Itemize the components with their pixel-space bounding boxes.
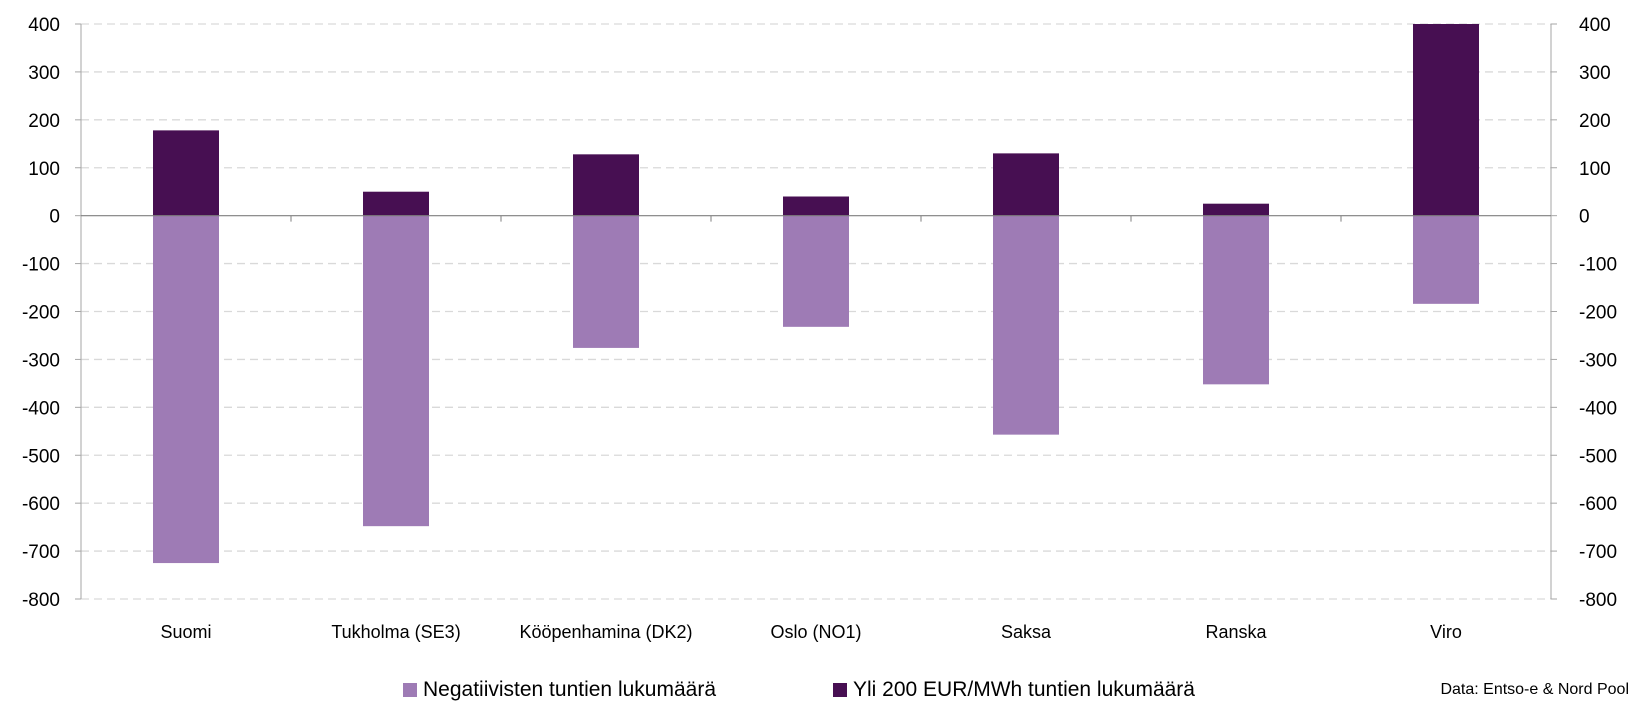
y-tick-label-left: 0 (49, 207, 60, 228)
bar-negative-hours (1203, 215, 1269, 385)
x-category-label: Saksa (1001, 622, 1052, 642)
y-tick-label-left: -800 (22, 590, 60, 611)
gridlines (81, 23, 1551, 600)
x-category-label: Tukholma (SE3) (331, 622, 460, 642)
bars (153, 24, 1479, 564)
y-tick-label-left: -100 (22, 255, 60, 276)
y-tick-label-left: 200 (28, 111, 60, 132)
y-tick-label-right: 0 (1579, 207, 1590, 228)
bar-over-200-hours (153, 130, 219, 216)
y-tick-label-left: 400 (28, 15, 60, 36)
legend-item-over-200: Yli 200 EUR/MWh tuntien lukumäärä (833, 678, 1195, 702)
bar-negative-hours (1413, 215, 1479, 304)
bar-negative-hours (993, 215, 1059, 435)
bar-negative-hours (363, 215, 429, 527)
x-category-label: Viro (1430, 622, 1462, 642)
y-tick-label-right: 200 (1579, 111, 1611, 132)
legend-item-negative: Negatiivisten tuntien lukumäärä (403, 678, 716, 702)
y-tick-label-right: 100 (1579, 159, 1611, 180)
x-category-label: Oslo (NO1) (770, 622, 861, 642)
x-category-label: Kööpenhamina (DK2) (519, 622, 692, 642)
bar-negative-hours (153, 215, 219, 564)
x-category-label: Ranska (1205, 622, 1267, 642)
source-note: Data: Entso-e & Nord Pool (1440, 681, 1629, 698)
bar-over-200-hours (783, 196, 849, 216)
bar-over-200-hours (1203, 203, 1269, 216)
y-tick-label-right: -600 (1579, 494, 1617, 515)
y-axis-right: 400 300 200 100 0 -100 -200 -300 -400 -500 -600 -70… (1551, 15, 1617, 611)
y-tick-label-right: -300 (1579, 350, 1617, 371)
y-tick-label-left: -400 (22, 398, 60, 419)
bar-negative-hours (783, 215, 849, 327)
y-tick-label-left: -600 (22, 494, 60, 515)
legend-label-over-200: Yli 200 EUR/MWh tuntien lukumäärä (853, 678, 1195, 701)
bar-over-200-hours (363, 191, 429, 216)
y-axis-left: 400 300 200 100 0 -100 -200 -300 -400 -500 -600 -70… (22, 15, 81, 611)
y-tick-label-left: 100 (28, 159, 60, 180)
legend-swatch-negative (403, 683, 417, 697)
x-category-label: Suomi (160, 622, 211, 642)
bar-over-200-hours (573, 154, 639, 216)
y-tick-label-left: -200 (22, 303, 60, 324)
y-tick-label-right: -700 (1579, 542, 1617, 563)
y-tick-label-right: -800 (1579, 590, 1617, 611)
x-axis-labels: Suomi Tukholma (SE3) Kööpenhamina (DK2) Osl… (160, 622, 1461, 642)
y-tick-label-right: -100 (1579, 255, 1617, 276)
bar-negative-hours (573, 215, 639, 348)
y-tick-label-right: 400 (1579, 15, 1611, 36)
y-tick-label-right: -200 (1579, 303, 1617, 324)
y-tick-label-left: -700 (22, 542, 60, 563)
legend-label-negative: Negatiivisten tuntien lukumäärä (423, 678, 716, 701)
bar-over-200-hours (1413, 24, 1479, 216)
legend-swatch-over-200 (833, 683, 847, 697)
y-tick-label-left: -300 (22, 350, 60, 371)
y-tick-label-right: 300 (1579, 63, 1611, 84)
y-tick-label-right: -400 (1579, 398, 1617, 419)
bar-over-200-hours (993, 153, 1059, 216)
y-tick-label-left: 300 (28, 63, 60, 84)
y-tick-label-left: -500 (22, 446, 60, 467)
y-tick-label-right: -500 (1579, 446, 1617, 467)
